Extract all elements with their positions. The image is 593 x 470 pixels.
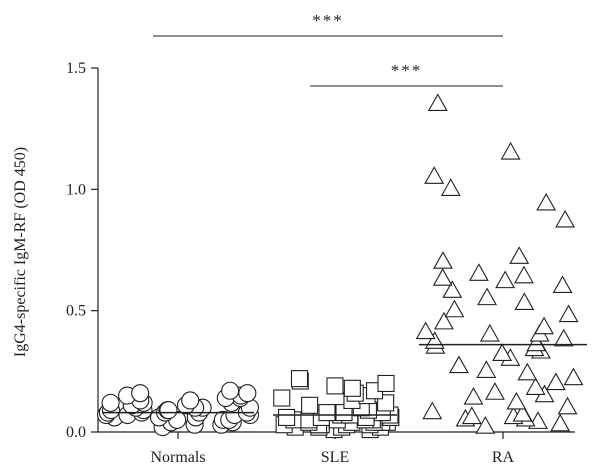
- x-tick-label: SLE: [321, 449, 349, 466]
- data-point-triangle: [442, 280, 463, 298]
- y-axis-label: IgG4-specific IgM-RF (OD 450): [12, 147, 29, 357]
- data-point-square: [343, 379, 361, 397]
- data-point-triangle: [492, 343, 513, 361]
- data-point-square: [290, 370, 309, 388]
- data-point-triangle: [509, 246, 530, 264]
- data-point-triangle: [422, 401, 443, 420]
- data-point-circle: [131, 384, 150, 403]
- data-point-square: [377, 374, 395, 393]
- data-point-triangle: [517, 362, 538, 381]
- data-point-triangle: [444, 299, 465, 318]
- significance-brackets: *** ***: [153, 11, 503, 87]
- data-point-triangle: [477, 287, 498, 306]
- data-point-triangle: [479, 323, 500, 342]
- axes: 0.0 0.5 1.0 1.5 Normals SLE RA: [66, 60, 575, 466]
- data-point-triangle: [432, 268, 453, 286]
- data-point-triangle: [506, 391, 527, 410]
- data-point-square: [273, 389, 291, 407]
- data-point-triangle: [553, 328, 574, 347]
- data-point-triangle: [512, 403, 533, 422]
- data-point-triangle: [500, 141, 521, 160]
- y-tick-label: 1.0: [66, 181, 86, 198]
- data-point-triangle: [485, 382, 505, 400]
- data-marks: [97, 93, 584, 439]
- data-point-square: [326, 377, 344, 395]
- data-point-triangle: [448, 355, 469, 374]
- median-lines: [102, 343, 587, 416]
- data-point-triangle: [545, 372, 566, 391]
- data-point-square: [318, 404, 336, 422]
- y-tick-label: 1.5: [66, 60, 86, 77]
- significance-label: ***: [391, 61, 423, 80]
- data-point-circle: [159, 401, 178, 420]
- data-point-circle: [221, 381, 240, 400]
- data-point-triangle: [495, 270, 516, 289]
- data-point-triangle: [434, 311, 454, 330]
- data-point-square: [278, 408, 296, 426]
- data-point-triangle: [536, 192, 557, 211]
- x-tick-label: Normals: [150, 449, 205, 466]
- data-point-circle: [238, 384, 257, 403]
- data-point-triangle: [557, 396, 578, 415]
- data-point-triangle: [475, 416, 496, 434]
- data-point-triangle: [534, 316, 554, 335]
- significance-label: ***: [312, 11, 344, 30]
- data-point-triangle: [558, 304, 579, 323]
- data-point-triangle: [552, 275, 573, 294]
- data-point-triangle: [514, 292, 535, 311]
- data-point-triangle: [550, 413, 571, 432]
- data-point-triangle: [476, 360, 497, 378]
- data-point-square: [301, 396, 319, 414]
- data-point-triangle: [468, 263, 489, 281]
- data-point-triangle: [427, 93, 448, 112]
- data-point-triangle: [525, 377, 546, 395]
- data-point-triangle: [424, 166, 445, 184]
- data-point-triangle: [526, 333, 547, 352]
- data-point-triangle: [415, 321, 436, 340]
- data-point-circle: [181, 391, 200, 410]
- data-point-triangle: [563, 367, 584, 386]
- y-tick-label: 0.5: [66, 303, 86, 320]
- data-point-triangle: [461, 406, 482, 425]
- data-point-triangle: [463, 386, 484, 405]
- x-tick-label: RA: [492, 449, 515, 466]
- data-point-triangle: [433, 251, 453, 269]
- data-point-triangle: [513, 265, 534, 284]
- y-tick-label: 0.0: [66, 424, 86, 441]
- data-point-triangle: [555, 209, 576, 228]
- data-point-triangle: [440, 178, 461, 196]
- data-point-circle: [101, 393, 120, 412]
